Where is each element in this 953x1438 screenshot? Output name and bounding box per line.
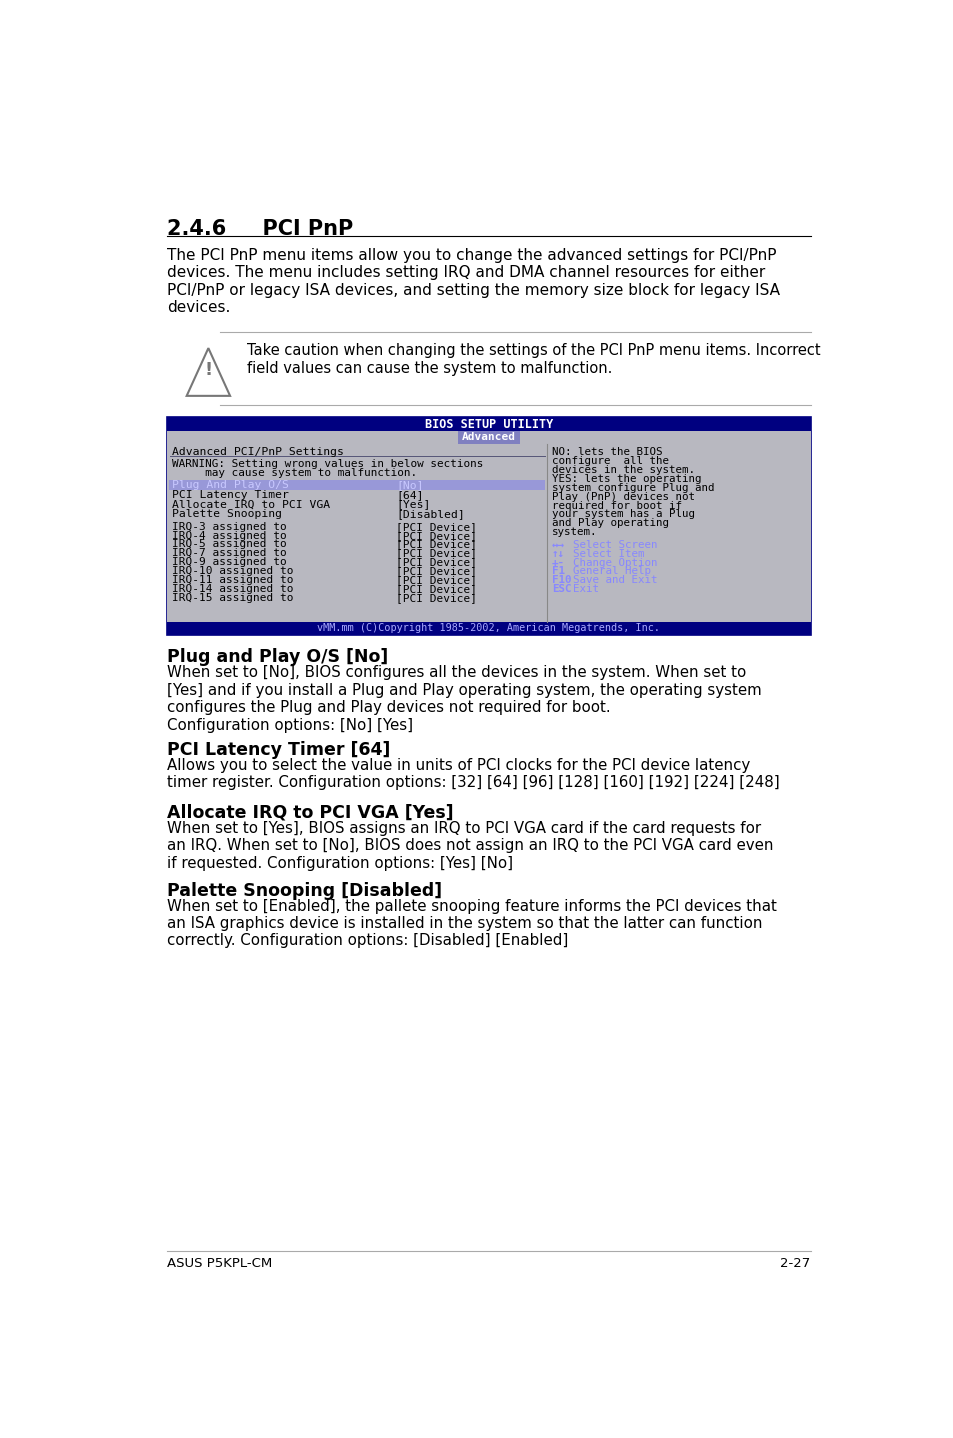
Text: Plug And Play O/S: Plug And Play O/S [172,480,289,490]
Text: Palette Snooping: Palette Snooping [172,509,282,519]
Text: your system has a Plug: your system has a Plug [551,509,694,519]
Text: NO: lets the BIOS: NO: lets the BIOS [551,447,661,457]
Text: PCI Latency Timer: PCI Latency Timer [172,490,289,500]
Text: Advanced: Advanced [461,433,516,443]
Text: IRQ-7 assigned to: IRQ-7 assigned to [172,548,287,558]
Text: Play (PnP) devices not: Play (PnP) devices not [551,492,694,502]
Text: ASUS P5KPL-CM: ASUS P5KPL-CM [167,1257,273,1270]
Text: [PCI Device]: [PCI Device] [395,557,476,567]
Text: ↔→: ↔→ [551,539,564,549]
Text: IRQ-11 assigned to: IRQ-11 assigned to [172,575,294,585]
Text: Save and Exit: Save and Exit [573,575,658,585]
FancyBboxPatch shape [167,431,810,443]
Text: Exit: Exit [573,584,598,594]
Text: IRQ-14 assigned to: IRQ-14 assigned to [172,584,294,594]
FancyBboxPatch shape [167,443,546,623]
Text: The PCI PnP menu items allow you to change the advanced settings for PCI/PnP
dev: The PCI PnP menu items allow you to chan… [167,247,780,315]
Text: General Help: General Help [573,567,651,577]
FancyBboxPatch shape [457,431,519,443]
Text: F1: F1 [551,567,564,577]
Text: [PCI Device]: [PCI Device] [395,548,476,558]
Text: +-: +- [551,558,564,568]
Text: !: ! [204,361,213,378]
Text: system.: system. [551,528,597,538]
Text: ↑↓: ↑↓ [551,549,564,559]
Text: Allocate IRQ to PCI VGA: Allocate IRQ to PCI VGA [172,499,330,509]
Text: BIOS SETUP UTILITY: BIOS SETUP UTILITY [424,418,553,431]
Text: Select Item: Select Item [573,549,644,559]
Text: [PCI Device]: [PCI Device] [395,522,476,532]
Text: Allows you to select the value in units of PCI clocks for the PCI device latency: Allows you to select the value in units … [167,758,780,789]
Text: F10: F10 [551,575,571,585]
Text: Palette Snooping [Disabled]: Palette Snooping [Disabled] [167,881,442,900]
Text: 2.4.6     PCI PnP: 2.4.6 PCI PnP [167,219,354,239]
Text: IRQ-9 assigned to: IRQ-9 assigned to [172,557,287,567]
FancyBboxPatch shape [546,443,810,623]
Text: [PCI Device]: [PCI Device] [395,592,476,603]
Text: system configure Plug and: system configure Plug and [551,483,714,493]
Text: When set to [Enabled], the pallete snooping feature informs the PCI devices that: When set to [Enabled], the pallete snoop… [167,899,777,949]
Text: PCI Latency Timer [64]: PCI Latency Timer [64] [167,741,391,759]
Text: [PCI Device]: [PCI Device] [395,575,476,585]
Text: [No]: [No] [395,480,423,490]
Text: [Disabled]: [Disabled] [395,509,464,519]
Text: [Yes]: [Yes] [395,499,430,509]
Text: IRQ-5 assigned to: IRQ-5 assigned to [172,539,287,549]
Text: Select Screen: Select Screen [573,539,658,549]
Text: [PCI Device]: [PCI Device] [395,539,476,549]
Text: [64]: [64] [395,490,423,500]
Text: Take caution when changing the settings of the PCI PnP menu items. Incorrect
fie: Take caution when changing the settings … [247,344,820,375]
Text: IRQ-3 assigned to: IRQ-3 assigned to [172,522,287,532]
Text: [PCI Device]: [PCI Device] [395,567,476,577]
Text: ESC: ESC [551,584,571,594]
Text: YES: lets the operating: YES: lets the operating [551,475,700,485]
Text: may cause system to malfunction.: may cause system to malfunction. [172,469,416,479]
Text: required for boot if: required for boot if [551,500,681,510]
FancyBboxPatch shape [167,417,810,634]
Text: configure  all the: configure all the [551,456,668,466]
Text: Advanced PCI/PnP Settings: Advanced PCI/PnP Settings [172,447,343,457]
Text: Plug and Play O/S [No]: Plug and Play O/S [No] [167,649,388,666]
Text: IRQ-10 assigned to: IRQ-10 assigned to [172,567,294,577]
Text: vMM.mm (C)Copyright 1985-2002, American Megatrends, Inc.: vMM.mm (C)Copyright 1985-2002, American … [317,624,659,633]
Text: When set to [Yes], BIOS assigns an IRQ to PCI VGA card if the card requests for
: When set to [Yes], BIOS assigns an IRQ t… [167,821,773,870]
Text: IRQ-4 assigned to: IRQ-4 assigned to [172,531,287,541]
FancyBboxPatch shape [169,480,545,490]
Text: Change Option: Change Option [573,558,658,568]
Text: WARNING: Setting wrong values in below sections: WARNING: Setting wrong values in below s… [172,459,483,469]
Text: devices in the system.: devices in the system. [551,464,694,475]
Text: Allocate IRQ to PCI VGA [Yes]: Allocate IRQ to PCI VGA [Yes] [167,804,454,823]
Text: and Play operating: and Play operating [551,518,668,528]
Text: When set to [No], BIOS configures all the devices in the system. When set to
[Ye: When set to [No], BIOS configures all th… [167,666,761,732]
Text: [PCI Device]: [PCI Device] [395,531,476,541]
Text: 2-27: 2-27 [780,1257,810,1270]
Text: [PCI Device]: [PCI Device] [395,584,476,594]
Text: IRQ-15 assigned to: IRQ-15 assigned to [172,592,294,603]
